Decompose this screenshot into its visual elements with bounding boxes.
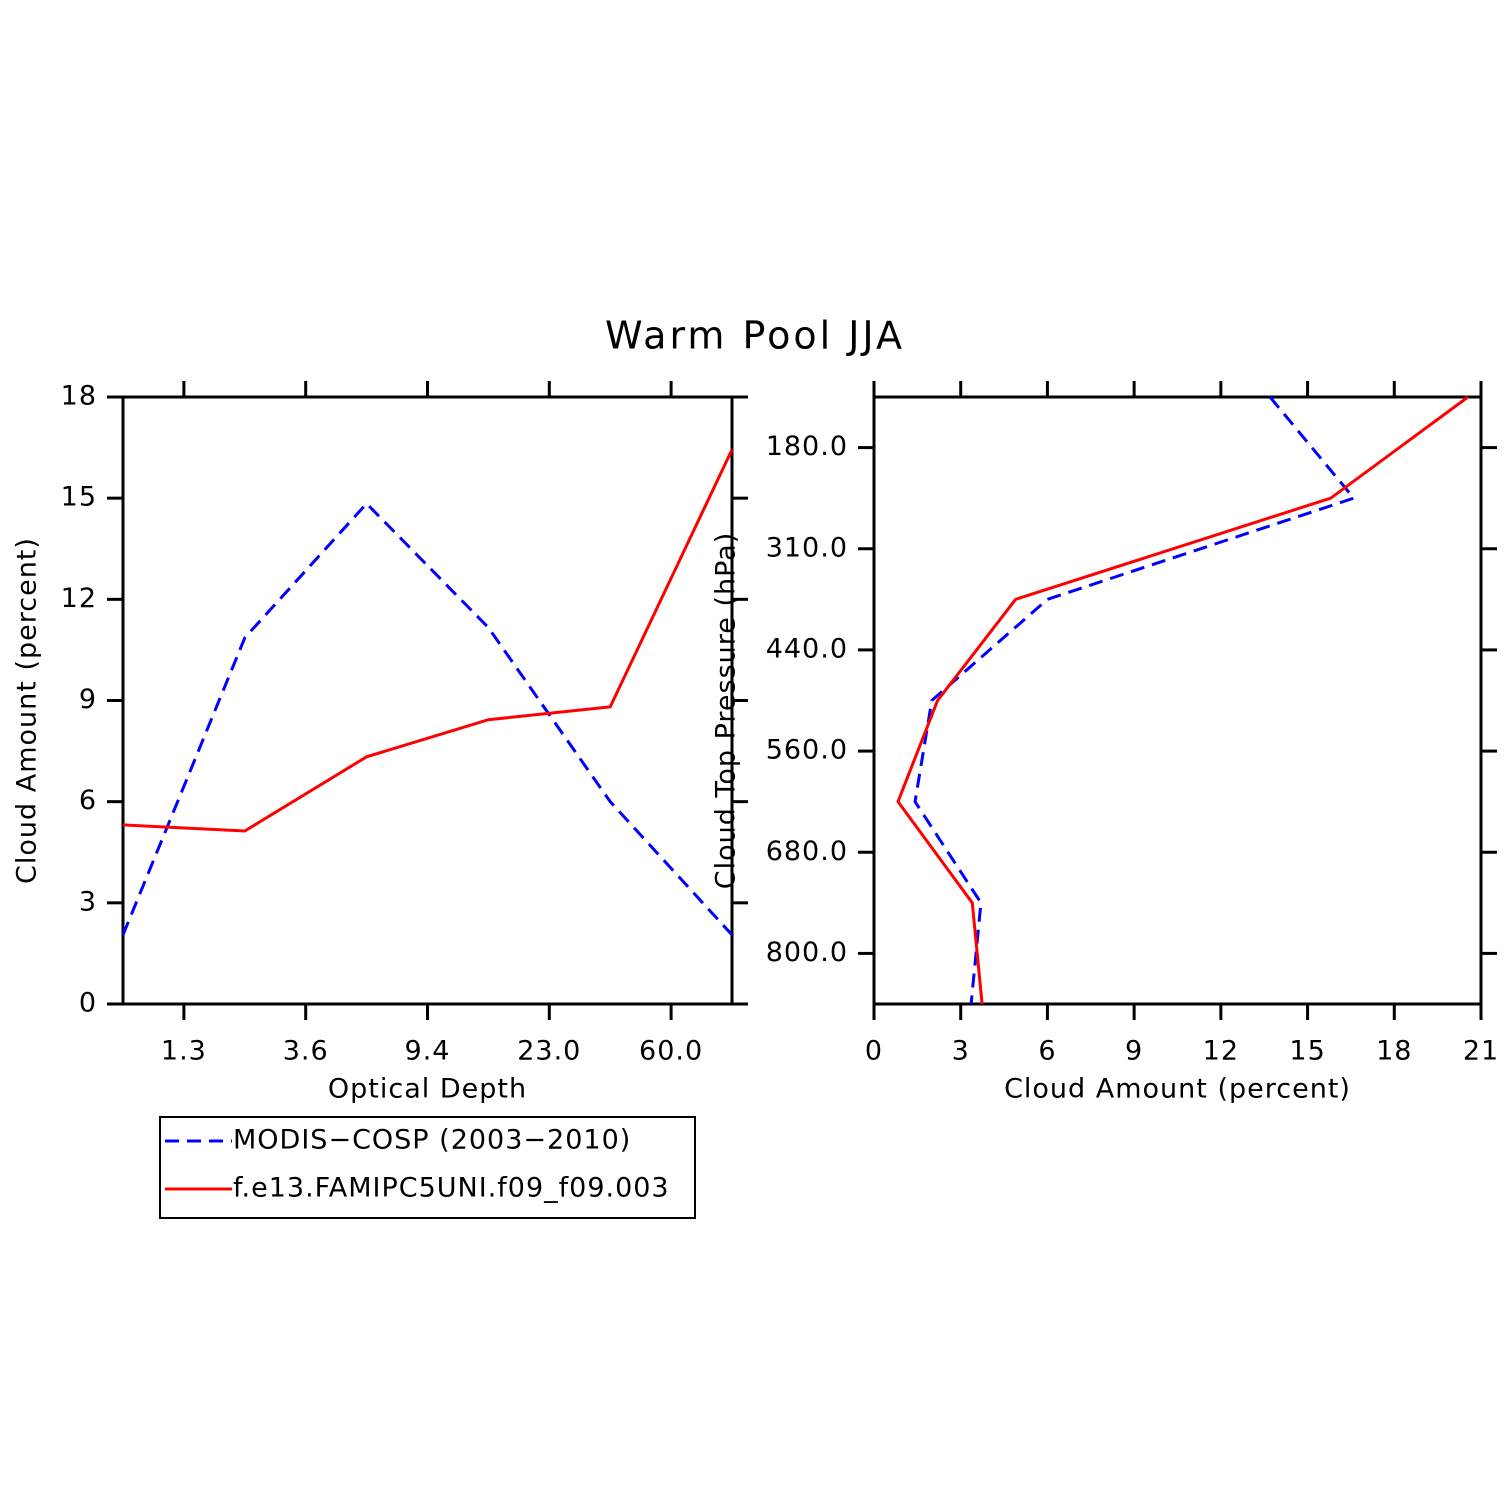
y-tick-label: 15 [61, 482, 97, 513]
y-tick-label: 310.0 [766, 532, 848, 563]
x-tick-label: 12 [1203, 1036, 1239, 1067]
legend-label: f.e13.FAMIPC5UNI.f09_f09.003 [233, 1173, 670, 1204]
x-tick-label: 1.3 [161, 1036, 207, 1067]
series-line [896, 395, 1469, 1005]
x-axis-label: Cloud Amount (percent) [1004, 1074, 1351, 1105]
y-tick-label: 12 [61, 583, 97, 614]
x-tick-label: 18 [1376, 1036, 1412, 1067]
x-tick-label: 9.4 [405, 1036, 451, 1067]
x-tick-label: 21 [1463, 1036, 1499, 1067]
x-tick-label: 60.0 [639, 1036, 703, 1067]
series-line [121, 501, 734, 936]
x-tick-label: 0 [865, 1036, 883, 1067]
x-tick-label: 9 [1125, 1036, 1143, 1067]
plot-frame [872, 395, 1483, 1006]
y-tick-label: 800.0 [766, 937, 848, 968]
y-tick-label: 18 [61, 381, 97, 412]
chart-title: Warm Pool JJA [605, 314, 905, 358]
legend-label: MODIS−COSP (2003−2010) [233, 1125, 631, 1156]
legend-box [159, 1116, 696, 1219]
y-tick-label: 440.0 [766, 633, 848, 664]
y-tick-label: 680.0 [766, 836, 848, 867]
y-axis-label: Cloud Amount (percent) [12, 537, 43, 884]
x-axis-label: Optical Depth [328, 1074, 527, 1105]
x-tick-label: 23.0 [517, 1036, 581, 1067]
y-tick-label: 9 [79, 684, 97, 715]
series-line [913, 396, 1357, 1005]
x-tick-label: 15 [1289, 1036, 1325, 1067]
x-tick-label: 3 [952, 1036, 970, 1067]
y-tick-label: 6 [79, 785, 97, 816]
y-tick-label: 0 [79, 988, 97, 1019]
x-tick-label: 6 [1038, 1036, 1056, 1067]
series-line [122, 448, 734, 833]
y-tick-label: 180.0 [766, 431, 848, 462]
y-axis-label: Cloud Top Pressure (hPa) [711, 532, 742, 890]
x-tick-label: 3.6 [283, 1036, 329, 1067]
plot-frame [121, 395, 734, 1006]
y-tick-label: 3 [79, 886, 97, 917]
y-tick-label: 560.0 [766, 735, 848, 766]
